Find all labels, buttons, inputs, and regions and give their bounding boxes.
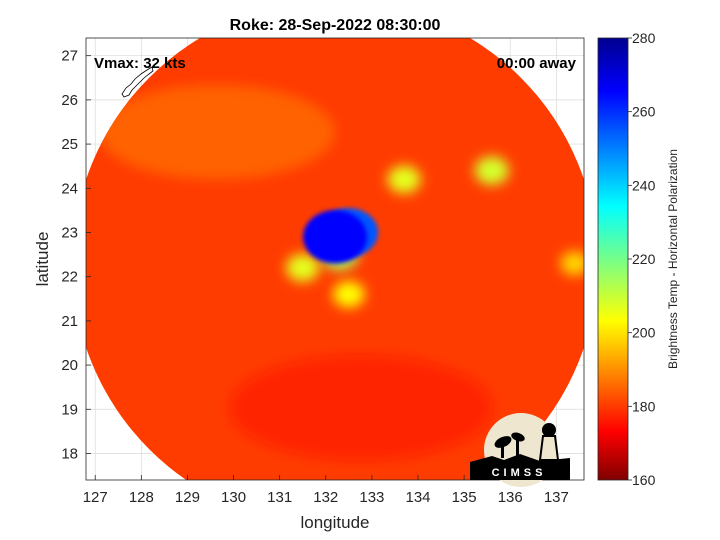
vmax-annotation: Vmax: 32 kts	[94, 55, 186, 72]
x-tick-label: 133	[359, 489, 384, 506]
x-tick-label: 127	[83, 489, 108, 506]
y-tick-label: 19	[61, 401, 78, 418]
y-axis-label: latitude	[33, 232, 52, 287]
swath-texture	[229, 355, 493, 461]
colorbar-tick-label: 240	[632, 177, 656, 193]
x-axis: 127 128 129 130 131 132 133 134 135 136 137	[83, 475, 569, 506]
logo-dish-stand-right	[516, 440, 519, 456]
colorbar-label: Brightness Temp - Horizontal Polarizatio…	[666, 149, 680, 369]
colorbar-tick-label: 160	[632, 472, 656, 488]
swath-feature	[286, 254, 320, 282]
x-tick-label: 136	[498, 489, 523, 506]
x-tick-label: 128	[129, 489, 154, 506]
x-tick-label: 134	[405, 489, 430, 506]
swath-feature	[333, 281, 365, 308]
y-tick-label: 21	[61, 313, 78, 330]
x-tick-label: 131	[267, 489, 292, 506]
y-tick-label: 26	[61, 92, 78, 109]
swath-feature	[560, 251, 584, 276]
y-tick-label: 24	[61, 180, 78, 197]
colorbar-tick-label: 220	[632, 251, 656, 267]
swath-feature	[474, 156, 509, 185]
logo-tower-tank	[542, 423, 556, 437]
logo-dish-right	[511, 432, 525, 442]
axes-box	[85, 37, 585, 481]
y-axis: 18 19 20 21 22 23 24 25 26 27	[61, 48, 91, 462]
colorbar-tick-label: 200	[632, 325, 656, 341]
swath-texture	[98, 84, 335, 180]
y-tick-label: 23	[61, 224, 78, 241]
x-tick-label: 130	[221, 489, 246, 506]
x-tick-label: 137	[544, 489, 569, 506]
y-tick-label: 25	[61, 136, 78, 153]
island-outline	[121, 66, 154, 98]
colorbar	[597, 37, 629, 481]
y-tick-label: 22	[61, 269, 78, 286]
cimss-logo: CIMSS	[470, 413, 570, 487]
colorbar-tick-label: 280	[632, 30, 656, 46]
logo-dish-left	[494, 436, 512, 448]
swath-feature	[387, 165, 421, 194]
logo-text: CIMSS	[492, 467, 547, 479]
logo-dish-stand-left	[501, 444, 504, 458]
x-tick-label: 135	[452, 489, 477, 506]
y-tick-label: 27	[61, 48, 78, 65]
colorbar-ticks: 280 260 240 220 200 180 160	[628, 30, 656, 488]
chart-title: Roke: 28-Sep-2022 08:30:00	[230, 17, 441, 34]
swath	[86, 38, 584, 480]
y-tick-label: 18	[61, 445, 78, 462]
colorbar-tick-label: 260	[632, 104, 656, 120]
x-tick-label: 132	[313, 489, 338, 506]
colorbar-tick-label: 180	[632, 398, 656, 414]
x-tick-label: 129	[175, 489, 200, 506]
away-annotation: 00:00 away	[497, 55, 577, 72]
logo-tower	[538, 435, 560, 461]
swath-feature	[303, 210, 367, 264]
y-tick-label: 20	[61, 357, 78, 374]
x-axis-label: longitude	[300, 513, 369, 532]
